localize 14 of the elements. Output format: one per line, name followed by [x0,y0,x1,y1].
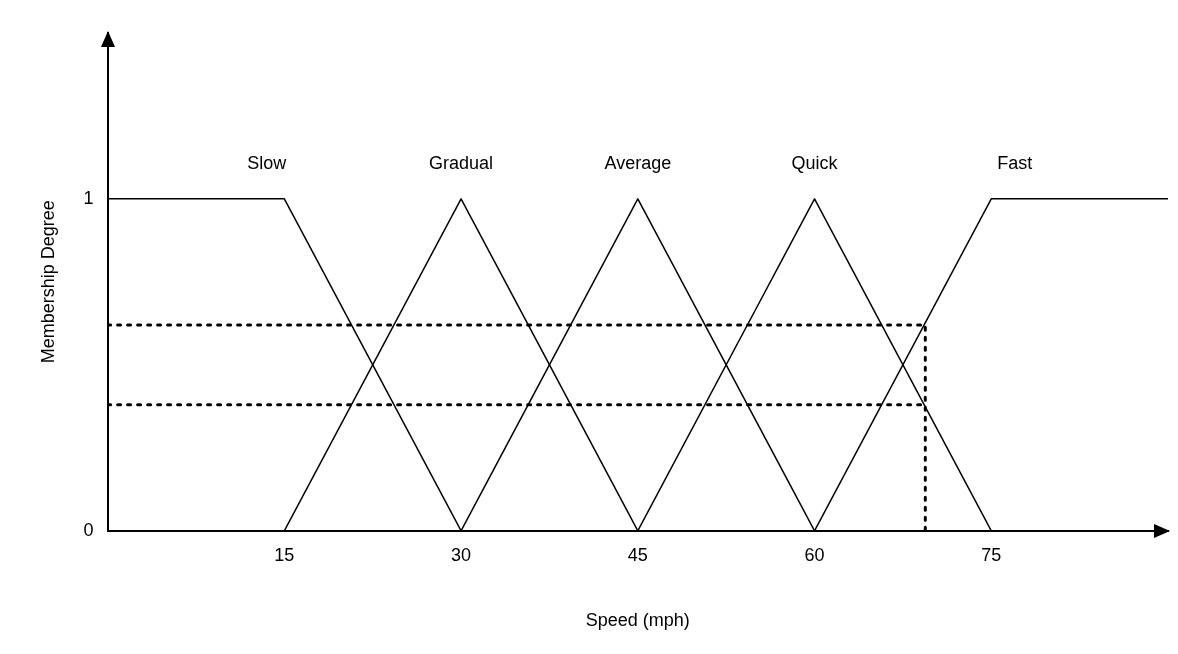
series-label: Fast [997,152,1033,173]
y-tick-label: 0 [83,519,94,540]
y-tick-label: 1 [83,187,94,208]
text: Gradual [429,152,494,173]
x-tick-label: 45 [627,544,648,565]
x-tick-label: 60 [804,544,825,565]
x-tick-label: 75 [981,544,1002,565]
series-label: Quick [791,152,839,173]
x-axis-title: Speed (mph) [585,610,690,631]
x-tick-label: 15 [274,544,295,565]
y-axis-title: Membership Degree [37,200,58,364]
text: Average [604,152,672,173]
series-label: Slow [247,152,288,173]
x-tick-label: 30 [451,544,472,565]
